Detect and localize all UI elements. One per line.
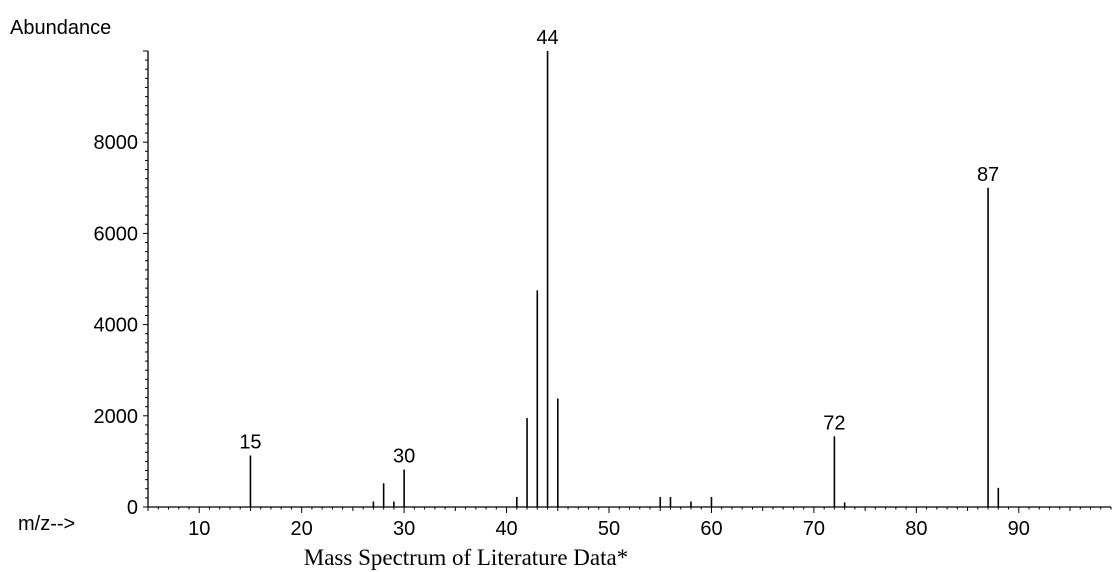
y-tick-label: 8000 — [94, 132, 139, 154]
x-tick-label: 10 — [188, 518, 210, 540]
y-tick-label: 6000 — [94, 223, 139, 245]
x-tick-label: 80 — [905, 518, 927, 540]
y-tick-label: 4000 — [94, 315, 139, 337]
peak-labels: 15 30 44 72 87 — [239, 27, 999, 468]
x-tick-label: 20 — [291, 518, 313, 540]
axes: 0 2000 4000 6000 8000 10 20 30 40 50 60 70 80 90 — [94, 50, 1112, 540]
y-axis-title: Abundance — [10, 17, 111, 39]
x-axis-title: m/z--> — [18, 513, 75, 535]
x-tick-label: 40 — [495, 518, 517, 540]
spectrum-peaks — [249, 51, 1000, 507]
x-tick-label: 90 — [1008, 518, 1030, 540]
x-tick-label: 60 — [700, 518, 722, 540]
peak-label: 44 — [536, 27, 558, 49]
x-tick-label: 50 — [598, 518, 620, 540]
peak-label: 15 — [239, 431, 261, 453]
peak-label: 72 — [823, 412, 845, 434]
peak-label: 30 — [393, 446, 415, 468]
chart-caption: Mass Spectrum of Literature Data* — [304, 545, 628, 570]
x-tick-label: 70 — [803, 518, 825, 540]
y-tick-label: 2000 — [94, 406, 139, 428]
x-tick-label: 30 — [393, 518, 415, 540]
peak-label: 87 — [977, 164, 999, 186]
y-tick-label: 0 — [127, 497, 138, 519]
